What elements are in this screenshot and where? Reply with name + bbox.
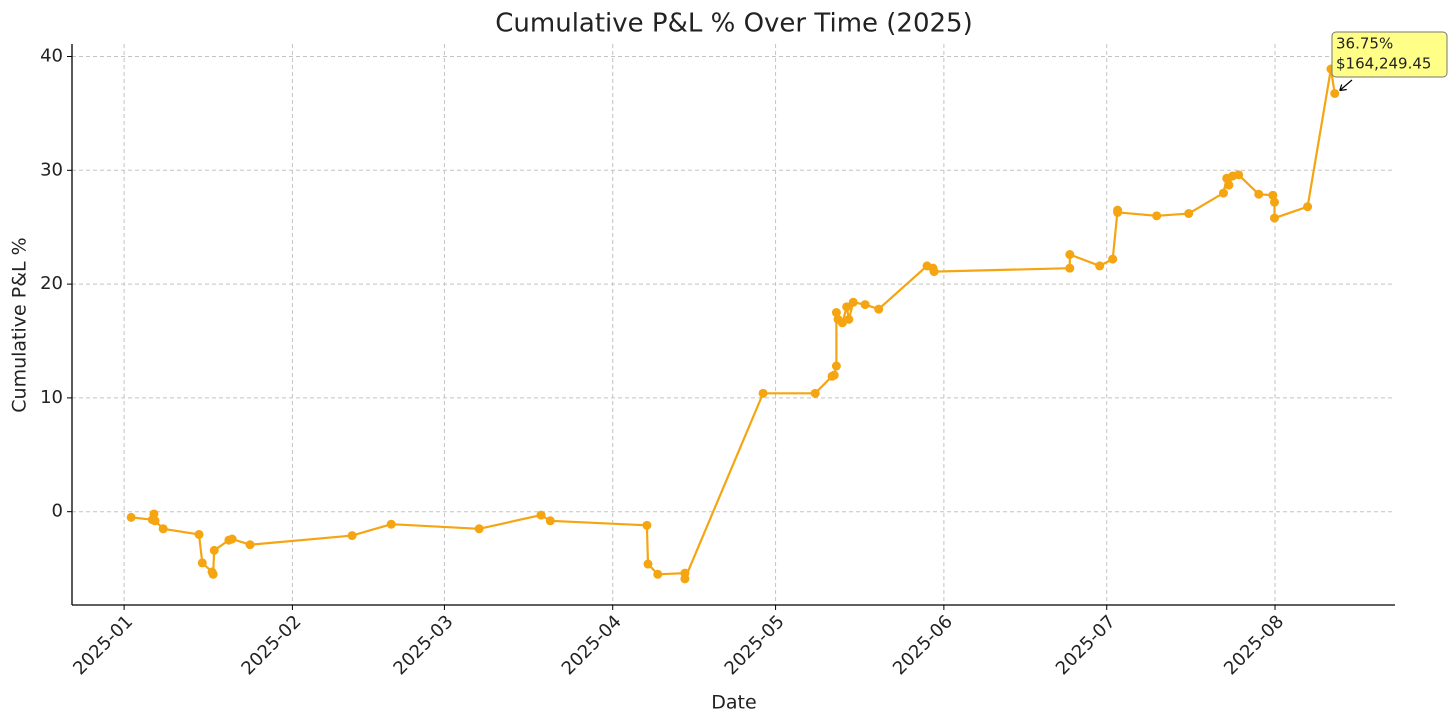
point (347, 531, 357, 541)
point (1268, 190, 1278, 200)
x-tick-label: 2025-03 (389, 611, 457, 679)
point (1218, 188, 1228, 198)
point (1254, 189, 1264, 199)
point (197, 558, 207, 568)
point (245, 540, 255, 550)
point (842, 302, 852, 312)
point (680, 574, 690, 584)
point (536, 510, 546, 520)
point (1184, 209, 1194, 219)
point (208, 569, 218, 579)
x-tick-label: 2025-04 (558, 611, 626, 679)
y-tick-label: 0 (52, 501, 63, 522)
x-tick-label: 2025-02 (237, 611, 305, 679)
y-tick-label: 30 (40, 159, 63, 180)
x-tick-label: 2025-08 (1220, 611, 1288, 679)
point (209, 545, 219, 555)
point (831, 361, 841, 371)
annotation-text: 36.75% (1336, 35, 1393, 53)
point (1065, 263, 1075, 273)
x-tick-label: 2025-07 (1052, 611, 1120, 679)
point (860, 300, 870, 310)
annotation-arrowhead (1339, 84, 1347, 92)
point (158, 524, 168, 534)
point (831, 308, 841, 318)
point (150, 516, 160, 526)
chart-title: Cumulative P&L % Over Time (2025) (495, 9, 972, 39)
x-axis-label: Date (711, 692, 756, 714)
annotation-box (1331, 31, 1448, 78)
y-tick-label: 40 (40, 46, 63, 67)
point (653, 569, 663, 579)
point (758, 388, 768, 398)
point (1095, 261, 1105, 271)
annotation-arrow (1339, 79, 1353, 91)
point (810, 388, 820, 398)
point (929, 267, 939, 277)
line (131, 68, 1336, 580)
point (1224, 180, 1234, 190)
y-axis-label: Cumulative P&L % (9, 237, 31, 412)
point (844, 314, 854, 324)
point (1065, 250, 1075, 260)
point (1152, 211, 1162, 221)
x-tick-label: 2025-01 (69, 611, 137, 679)
x-tick-label: 2025-06 (889, 611, 957, 679)
y-tick-label: 10 (40, 387, 63, 408)
point (1303, 202, 1313, 212)
point (642, 520, 652, 530)
point (1234, 170, 1244, 180)
point (545, 516, 555, 526)
point (1330, 89, 1340, 98)
point (829, 370, 839, 380)
point (874, 304, 884, 314)
point (643, 559, 653, 569)
point (386, 519, 396, 529)
y-tick-label: 20 (40, 273, 63, 294)
point (227, 534, 237, 544)
point (149, 509, 159, 519)
point (1269, 213, 1279, 223)
point (126, 512, 136, 522)
point (848, 297, 858, 307)
point (194, 529, 204, 539)
x-tick-label: 2025-05 (721, 611, 789, 679)
point (1108, 254, 1118, 264)
annotation-text: $164,249.45 (1336, 55, 1431, 73)
point (474, 524, 484, 534)
point (1269, 197, 1279, 207)
point (1113, 207, 1123, 217)
